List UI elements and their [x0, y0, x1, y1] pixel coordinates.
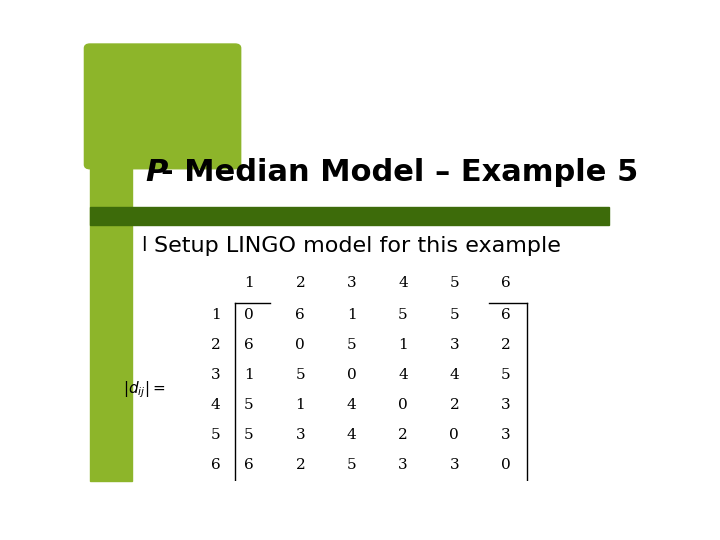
Text: 5: 5	[244, 398, 254, 412]
Text: 1: 1	[347, 308, 356, 322]
FancyBboxPatch shape	[84, 44, 240, 168]
Text: 1: 1	[244, 368, 254, 382]
Text: 5: 5	[449, 276, 459, 290]
Text: 0: 0	[449, 428, 459, 442]
Text: 3: 3	[347, 276, 356, 290]
Text: 4: 4	[347, 428, 356, 442]
Text: 6: 6	[501, 308, 510, 322]
Text: 5: 5	[449, 308, 459, 322]
Text: 0: 0	[501, 458, 510, 472]
Text: 4: 4	[398, 276, 408, 290]
Text: 4: 4	[211, 398, 220, 412]
Text: 1: 1	[244, 276, 254, 290]
Text: 5: 5	[244, 428, 254, 442]
Text: 6: 6	[501, 276, 510, 290]
Text: 6: 6	[211, 458, 220, 472]
Text: $|d_{ij}|=$: $|d_{ij}|=$	[123, 380, 166, 400]
Text: 2: 2	[449, 398, 459, 412]
Text: 2: 2	[398, 428, 408, 442]
Text: - Median Model – Example 5: - Median Model – Example 5	[161, 158, 639, 187]
Text: 5: 5	[347, 458, 356, 472]
Text: 0: 0	[244, 308, 254, 322]
Text: 3: 3	[398, 458, 408, 472]
Text: 3: 3	[501, 428, 510, 442]
Text: 6: 6	[244, 458, 254, 472]
Text: 0: 0	[347, 368, 356, 382]
Text: 3: 3	[501, 398, 510, 412]
Text: 4: 4	[347, 398, 356, 412]
Text: 2: 2	[295, 276, 305, 290]
Text: P: P	[145, 158, 168, 187]
Text: 0: 0	[398, 398, 408, 412]
Text: 0: 0	[295, 338, 305, 352]
Text: l: l	[141, 236, 147, 255]
Text: 5: 5	[295, 368, 305, 382]
Text: 4: 4	[449, 368, 459, 382]
Text: 1: 1	[211, 308, 220, 322]
Text: 3: 3	[295, 428, 305, 442]
Text: 3: 3	[449, 338, 459, 352]
Text: 2: 2	[295, 458, 305, 472]
Text: 5: 5	[211, 428, 220, 442]
Text: 3: 3	[211, 368, 220, 382]
Text: 6: 6	[295, 308, 305, 322]
Text: 2: 2	[501, 338, 510, 352]
Bar	[90, 207, 609, 225]
Text: Setup LINGO model for this example: Setup LINGO model for this example	[154, 235, 561, 255]
Text: 5: 5	[501, 368, 510, 382]
Bar	[90, 65, 132, 481]
Text: 1: 1	[295, 398, 305, 412]
Text: 1: 1	[398, 338, 408, 352]
Text: 5: 5	[398, 308, 408, 322]
Text: 6: 6	[244, 338, 254, 352]
Text: 3: 3	[449, 458, 459, 472]
Text: 2: 2	[211, 338, 220, 352]
Text: 5: 5	[347, 338, 356, 352]
Text: 4: 4	[398, 368, 408, 382]
